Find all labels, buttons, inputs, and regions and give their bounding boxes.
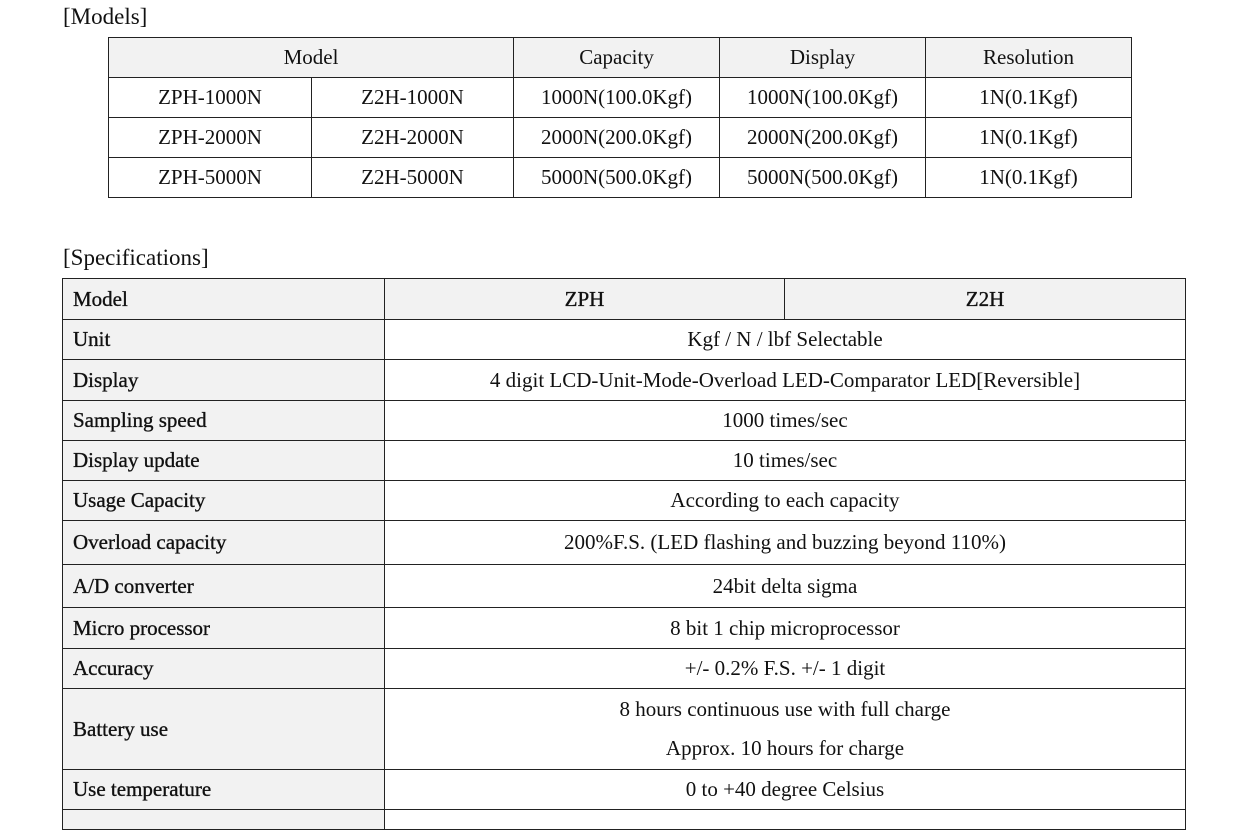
value-line: 4 digit LCD-Unit-Mode-Overload LED-Compa… (489, 367, 1081, 392)
spec-row: Unit Kgf / N / lbf Selectable (62, 319, 1186, 360)
value-line: 0 to +40 degree Celsius (685, 777, 885, 801)
spec-label: Display (62, 359, 385, 401)
models-table: Model Capacity Display Resolution ZPH-1000N Z… (107, 37, 1133, 198)
value-line: 10 times/sec (732, 448, 838, 472)
cell: 2000N(200.0Kgf) (513, 117, 721, 158)
model-row: ZPH-5000N Z2H-5000N 5000N(500.0Kgf) 5000N(5… (108, 157, 1133, 198)
model-row: ZPH-2000N Z2H-2000N 2000N(200.0Kgf) 2000N(2… (108, 117, 1133, 158)
value-line: 8 hours continuous use with full charge (619, 697, 951, 721)
spec-label: Overload capacity (62, 520, 385, 565)
spec-label: Use temperature (62, 769, 385, 810)
spec-row: Overload capacity 200%F.S. (LED flashing … (62, 520, 1186, 565)
spec-row: Micro processor 8 bit 1 chip microprocess… (62, 607, 1186, 649)
spec-row: Battery use 8 hours continuous use with f… (62, 688, 1186, 770)
cut-row (62, 809, 1186, 830)
value-line: Approx. 10 hours for charge (665, 736, 905, 760)
specifications-title: [Specifications] (63, 245, 209, 270)
specifications-table: Model ZPH Z2H Unit Kgf / N / lbf Selectable D… (62, 278, 1186, 830)
spec-label: Sampling speed (62, 400, 385, 441)
header-row: Model ZPH Z2H (62, 278, 1186, 320)
value-line: 200%F.S. (LED flashing and buzzing beyon… (564, 530, 1006, 554)
cell: 1000N(100.0Kgf) (513, 77, 721, 118)
header-row: Model Capacity Display Resolution (107, 37, 1133, 78)
cell: Z2H-5000N (310, 157, 515, 198)
header-cell: Capacity (513, 37, 721, 78)
header-cell: Model (62, 278, 385, 320)
spec-label: Display update (62, 440, 385, 481)
value-line: 1000 times/sec (722, 408, 848, 432)
cut-cell (62, 809, 385, 830)
cell: ZPH-2000N (108, 117, 312, 158)
spec-label: Micro processor (62, 607, 385, 649)
spec-value: 8 hours continuous use with full charge A… (384, 688, 1186, 770)
cell: 5000N(500.0Kgf) (719, 157, 927, 198)
spec-value: 8 bit 1 chip microprocessor (384, 607, 1186, 649)
cell: 1N(0.1Kgf) (925, 77, 1133, 118)
header-cell: Display (719, 37, 927, 78)
spec-row: Display 4 digit LCD-Unit-Mode-Overload LE… (62, 359, 1186, 401)
cell: 5000N(500.0Kgf) (513, 157, 721, 198)
spec-value: According to each capacity (384, 480, 1186, 521)
spec-value: 1000 times/sec (384, 400, 1186, 441)
spec-value: +/- 0.2% F.S. +/- 1 digit (384, 648, 1186, 689)
cell: 1000N(100.0Kgf) (719, 77, 927, 118)
header-cell: Model (107, 37, 515, 78)
value-line: +/- 0.2% F.S. +/- 1 digit (684, 656, 886, 680)
value-line: According to each capacity (670, 488, 900, 512)
spec-row: Use temperature 0 to +40 degree Celsius (62, 769, 1186, 810)
cell: 1N(0.1Kgf) (925, 157, 1133, 198)
spec-label: Usage Capacity (62, 480, 385, 521)
cell: ZPH-5000N (108, 157, 312, 198)
header-cell: ZPH (384, 278, 785, 320)
header-cell: Z2H (784, 278, 1186, 320)
spec-label: Battery use (62, 688, 385, 770)
spec-row: Usage Capacity According to each capacity (62, 480, 1186, 521)
spec-row: A/D converter 24bit delta sigma (62, 564, 1186, 608)
spec-label: Accuracy (62, 648, 385, 689)
spec-value: Kgf / N / lbf Selectable (384, 319, 1186, 360)
cell: 2000N(200.0Kgf) (719, 117, 927, 158)
cell: Z2H-2000N (310, 117, 515, 158)
spec-value: 200%F.S. (LED flashing and buzzing beyon… (384, 520, 1186, 565)
value-line: 24bit delta sigma (712, 573, 858, 598)
spec-row: Accuracy +/- 0.2% F.S. +/- 1 digit (62, 648, 1186, 689)
model-row: ZPH-1000N Z2H-1000N 1000N(100.0Kgf) 1000N(1… (108, 77, 1133, 118)
cell: 1N(0.1Kgf) (925, 117, 1133, 158)
spec-value: 0 to +40 degree Celsius (384, 769, 1186, 810)
spec-label: Unit (62, 319, 385, 360)
spec-value: 10 times/sec (384, 440, 1186, 481)
cut-cell (384, 809, 1186, 830)
spec-value: 24bit delta sigma (384, 564, 1186, 608)
value-line: 8 bit 1 chip microprocessor (670, 615, 900, 640)
spec-row: Display update 10 times/sec (62, 440, 1186, 481)
cell: ZPH-1000N (108, 77, 312, 118)
spec-label: A/D converter (62, 564, 385, 608)
value-line: Kgf / N / lbf Selectable (687, 327, 883, 351)
spec-value: 4 digit LCD-Unit-Mode-Overload LED-Compa… (384, 359, 1186, 401)
header-cell: Resolution (925, 37, 1133, 78)
spec-row: Sampling speed 1000 times/sec (62, 400, 1186, 441)
cell: Z2H-1000N (310, 77, 515, 118)
models-title: [Models] (63, 4, 148, 29)
